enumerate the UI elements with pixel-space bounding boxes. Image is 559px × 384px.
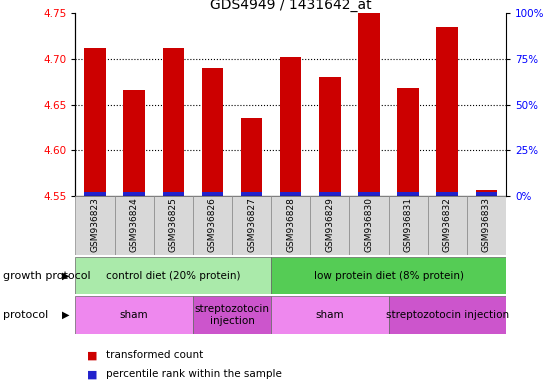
Bar <box>280 57 301 196</box>
Text: percentile rank within the sample: percentile rank within the sample <box>106 369 282 379</box>
Bar <box>437 27 458 196</box>
Bar <box>467 196 506 255</box>
Bar <box>193 196 232 255</box>
Bar <box>389 196 428 255</box>
Bar <box>232 196 271 255</box>
Bar <box>163 48 184 196</box>
Bar <box>358 13 380 196</box>
Title: GDS4949 / 1431642_at: GDS4949 / 1431642_at <box>210 0 372 12</box>
Bar <box>115 196 154 255</box>
Bar <box>84 48 106 196</box>
Text: ▶: ▶ <box>63 270 70 281</box>
Bar <box>202 68 223 196</box>
Text: ■: ■ <box>87 369 97 379</box>
Text: protocol: protocol <box>3 310 48 320</box>
Bar <box>476 192 497 196</box>
Text: GSM936829: GSM936829 <box>325 197 334 252</box>
Text: GSM936824: GSM936824 <box>130 197 139 252</box>
Text: GSM936828: GSM936828 <box>286 197 295 252</box>
Bar <box>75 257 271 294</box>
Text: growth protocol: growth protocol <box>3 270 91 281</box>
Bar <box>75 196 115 255</box>
Text: GSM936823: GSM936823 <box>91 197 100 252</box>
Text: sham: sham <box>315 310 344 320</box>
Bar <box>349 196 389 255</box>
Bar <box>310 196 349 255</box>
Text: GSM936826: GSM936826 <box>208 197 217 252</box>
Bar <box>319 192 340 196</box>
Text: GSM936830: GSM936830 <box>364 197 373 252</box>
Bar <box>476 190 497 196</box>
Bar <box>428 196 467 255</box>
Bar <box>124 192 145 196</box>
Bar <box>358 192 380 196</box>
Text: GSM936825: GSM936825 <box>169 197 178 252</box>
Text: streptozotocin injection: streptozotocin injection <box>386 310 509 320</box>
Bar <box>271 196 310 255</box>
Bar <box>397 192 419 196</box>
Text: low protein diet (8% protein): low protein diet (8% protein) <box>314 270 463 281</box>
Bar <box>202 192 223 196</box>
Bar <box>389 296 506 334</box>
Text: streptozotocin
injection: streptozotocin injection <box>195 304 269 326</box>
Text: ▶: ▶ <box>63 310 70 320</box>
Text: sham: sham <box>120 310 149 320</box>
Bar <box>271 257 506 294</box>
Text: transformed count: transformed count <box>106 350 203 360</box>
Text: GSM936833: GSM936833 <box>482 197 491 252</box>
Bar <box>319 77 340 196</box>
Bar <box>437 192 458 196</box>
Bar <box>241 192 262 196</box>
Text: ■: ■ <box>87 350 97 360</box>
Text: GSM936832: GSM936832 <box>443 197 452 252</box>
Text: GSM936827: GSM936827 <box>247 197 256 252</box>
Bar <box>397 88 419 196</box>
Bar <box>280 192 301 196</box>
Bar <box>163 192 184 196</box>
Bar <box>75 296 193 334</box>
Bar <box>193 296 271 334</box>
Bar <box>271 296 389 334</box>
Bar <box>84 192 106 196</box>
Text: GSM936831: GSM936831 <box>404 197 413 252</box>
Bar <box>154 196 193 255</box>
Bar <box>241 118 262 196</box>
Bar <box>124 90 145 196</box>
Text: control diet (20% protein): control diet (20% protein) <box>106 270 240 281</box>
